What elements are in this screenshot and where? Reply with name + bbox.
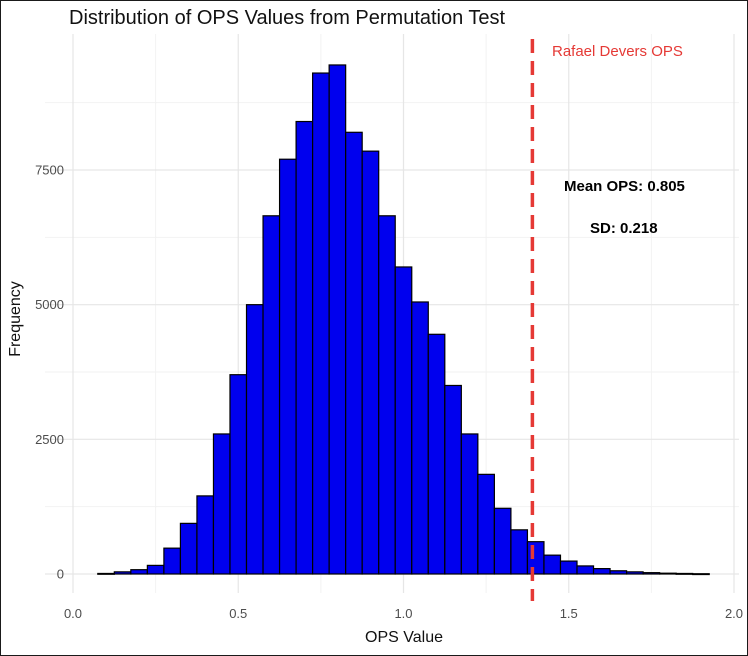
histogram-bar [493,507,512,575]
sd-annotation: SD: 0.218 [590,220,658,237]
histogram-bar [378,215,396,575]
histogram-bar [146,564,165,575]
reference-line-label: Rafael Devers OPS [552,43,683,60]
histogram-bar [675,572,694,575]
x-tick-label: 0.5 [229,606,247,621]
histogram-bar [196,495,215,575]
histogram-bar [526,541,545,575]
axis-ticks: 0.0 0.5 1.0 1.5 2.0 0 2500 5000 7500 [35,163,743,622]
histogram-bar [361,150,380,575]
histogram-bar [262,215,281,575]
histogram-bars [97,64,710,576]
x-tick-label: 1.5 [560,606,578,621]
histogram-bar [592,568,611,575]
x-tick-label: 1.0 [394,606,412,621]
histogram-bar [97,572,115,575]
histogram-bar [328,64,347,575]
histogram-bar [576,565,595,575]
histogram-bar [113,571,132,575]
histogram-bar [642,572,661,575]
y-tick-label: 2500 [35,432,64,447]
histogram-bar [543,554,562,575]
histogram-bar [312,72,330,575]
histogram-bar [163,547,182,575]
histogram-bar [411,301,429,575]
histogram-bar [625,571,644,575]
histogram-bar [559,560,578,575]
y-tick-label: 0 [57,567,64,582]
histogram-bar [130,569,148,575]
histogram-bar [394,266,413,575]
histogram-bar [179,522,198,575]
histogram-bar [245,304,264,575]
y-tick-label: 7500 [35,163,64,178]
y-tick-label: 5000 [35,297,64,312]
chart-title: Distribution of OPS Values from Permutat… [69,7,506,29]
histogram-bar [278,158,297,575]
histogram-bar [692,573,710,576]
histogram-bar [229,374,248,575]
histogram-bar [609,570,628,575]
x-tick-label: 0.0 [64,606,82,621]
histogram-bar [295,120,314,575]
x-tick-label: 2.0 [725,606,743,621]
histogram-bar [427,333,446,575]
histogram-bar [460,433,479,575]
x-axis-title: OPS Value [365,629,443,646]
histogram-bar [659,572,677,575]
y-axis-title: Frequency [7,281,24,357]
mean-ops-annotation: Mean OPS: 0.805 [564,178,685,195]
histogram-bar [212,433,231,575]
histogram-bar [444,384,462,575]
histogram-bar [510,529,529,575]
histogram-bar [477,473,495,575]
histogram-bar [345,131,363,575]
